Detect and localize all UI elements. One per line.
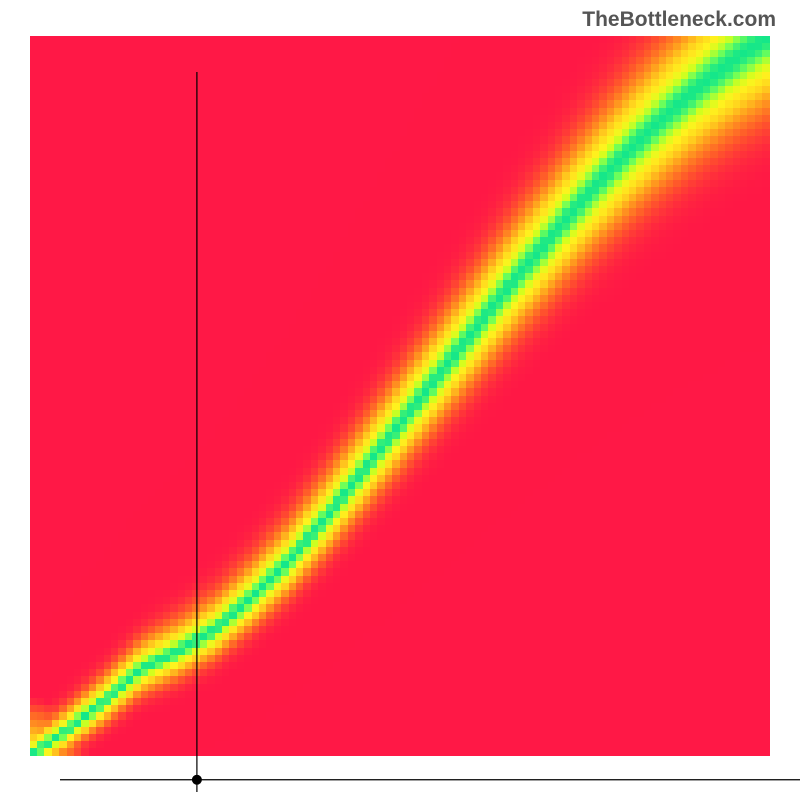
heatmap-plot (30, 36, 770, 756)
chart-container: { "watermark": { "text": "TheBottleneck.… (0, 0, 800, 800)
heatmap-canvas (30, 36, 770, 756)
axis-marker-dot (192, 775, 202, 785)
watermark-text: TheBottleneck.com (582, 8, 776, 32)
